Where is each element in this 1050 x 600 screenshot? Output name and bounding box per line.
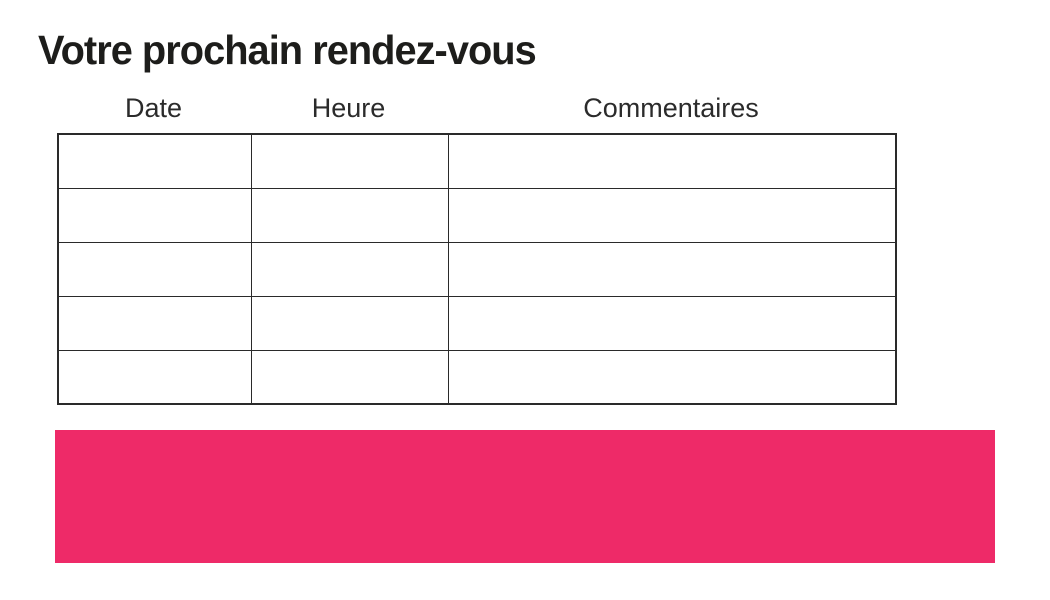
table-cell <box>57 241 252 297</box>
pink-banner <box>55 430 995 563</box>
table-cell <box>447 133 897 189</box>
column-header-commentaires: Commentaires <box>583 93 759 123</box>
table-cell <box>447 349 897 405</box>
table-row <box>57 295 897 351</box>
table-cell <box>447 241 897 297</box>
table-cell <box>250 295 449 351</box>
table-row <box>57 241 897 297</box>
column-header-date: Date <box>124 93 183 123</box>
table-cell <box>250 133 449 189</box>
table-cell <box>447 187 897 243</box>
appointments-table-body <box>57 133 897 405</box>
table-column-headers: Date Heure Commentaires <box>57 92 895 124</box>
table-row <box>57 133 897 189</box>
table-cell <box>250 241 449 297</box>
table-cell <box>57 349 252 405</box>
table-cell <box>57 187 252 243</box>
table-cell <box>57 295 252 351</box>
table-row <box>57 187 897 243</box>
table-cell <box>250 187 449 243</box>
column-header-heure: Heure <box>311 93 386 123</box>
table-cell <box>57 133 252 189</box>
page-title: Votre prochain rendez-vous <box>38 27 537 73</box>
table-cell <box>447 295 897 351</box>
table-row <box>57 349 897 405</box>
appointments-table <box>57 133 897 405</box>
table-cell <box>250 349 449 405</box>
